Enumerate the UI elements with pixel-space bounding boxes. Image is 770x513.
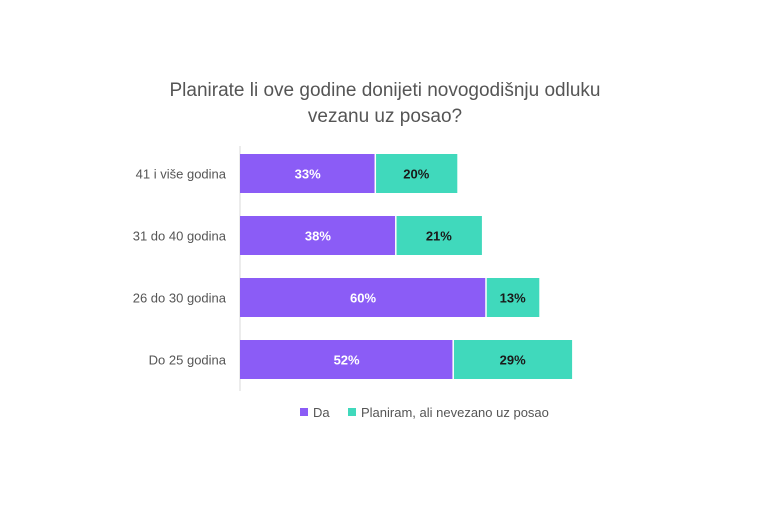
legend-swatch	[300, 408, 308, 416]
bar-segment	[240, 154, 376, 193]
legend-label: Da	[313, 405, 330, 420]
bar-segment	[375, 154, 458, 193]
chart-title-line-2: vezanu uz posao?	[307, 106, 463, 127]
bar-segment	[240, 340, 454, 379]
data-label: 52%	[334, 353, 360, 368]
bar-segment	[486, 278, 540, 317]
legend-swatch	[348, 408, 356, 416]
bar-segment	[240, 216, 396, 255]
bar-segment	[240, 278, 486, 317]
data-label: 33%	[295, 167, 321, 182]
data-label: 29%	[500, 353, 526, 368]
category-label: Do 25 godina	[149, 353, 227, 368]
bar-segment	[395, 216, 482, 255]
category-label: 31 do 40 godina	[133, 229, 227, 244]
data-label: 60%	[350, 291, 376, 306]
data-label: 38%	[305, 229, 331, 244]
category-label: 26 do 30 godina	[133, 291, 227, 306]
chart-title: Planirate li ove godine donijeti novogod…	[0, 78, 770, 130]
data-label: 21%	[426, 229, 452, 244]
data-label: 20%	[403, 167, 429, 182]
data-label: 13%	[500, 291, 526, 306]
bar-segment	[453, 340, 573, 379]
chart-title-line-1: Planirate li ove godine donijeti novogod…	[169, 80, 601, 101]
category-label: 41 i više godina	[136, 167, 227, 182]
legend-label: Planiram, ali nevezano uz posao	[361, 405, 549, 420]
